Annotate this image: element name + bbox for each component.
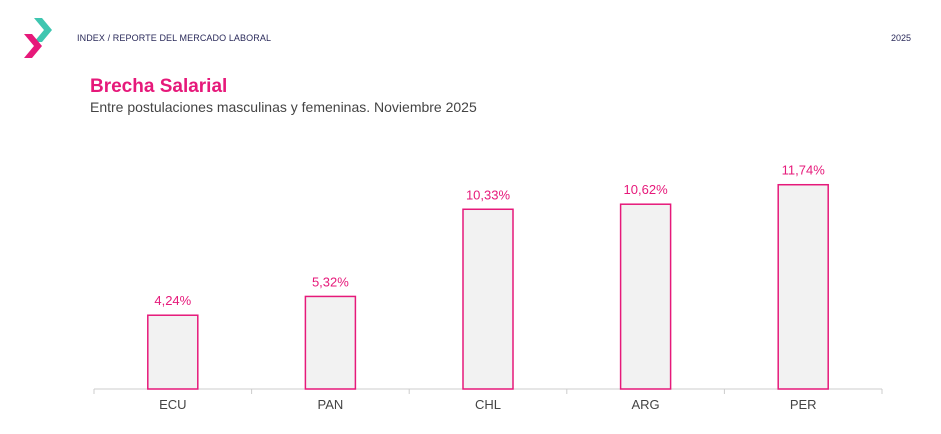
report-year: 2025 — [890, 33, 911, 43]
data-label-per: 11,74% — [782, 163, 826, 178]
data-label-ecu: 4,24% — [154, 293, 191, 308]
tick-label-chl: CHL — [475, 397, 501, 412]
data-label-chl: 10,33% — [466, 187, 511, 202]
data-label-pan: 5,32% — [312, 274, 349, 289]
bar-arg — [619, 203, 672, 390]
bar-chl — [462, 208, 514, 390]
data-label-arg: 10,62% — [624, 182, 669, 197]
tick-label-arg: ARG — [632, 397, 660, 412]
tick-label-ecu: ECU — [159, 397, 186, 412]
chart-subtitle: Entre postulaciones masculinas y femenin… — [90, 99, 477, 115]
bar-pan — [304, 295, 357, 390]
bar-per — [777, 183, 829, 390]
tick-label-per: PER — [790, 397, 817, 412]
chart-title: Brecha Salarial — [90, 76, 228, 97]
breadcrumb: INDEX / REPORTE DEL MERCADO LABORAL — [77, 33, 272, 43]
tick-label-pan: PAN — [318, 397, 344, 412]
bar-ecu — [147, 314, 199, 390]
brand-logo-icon — [24, 18, 52, 58]
